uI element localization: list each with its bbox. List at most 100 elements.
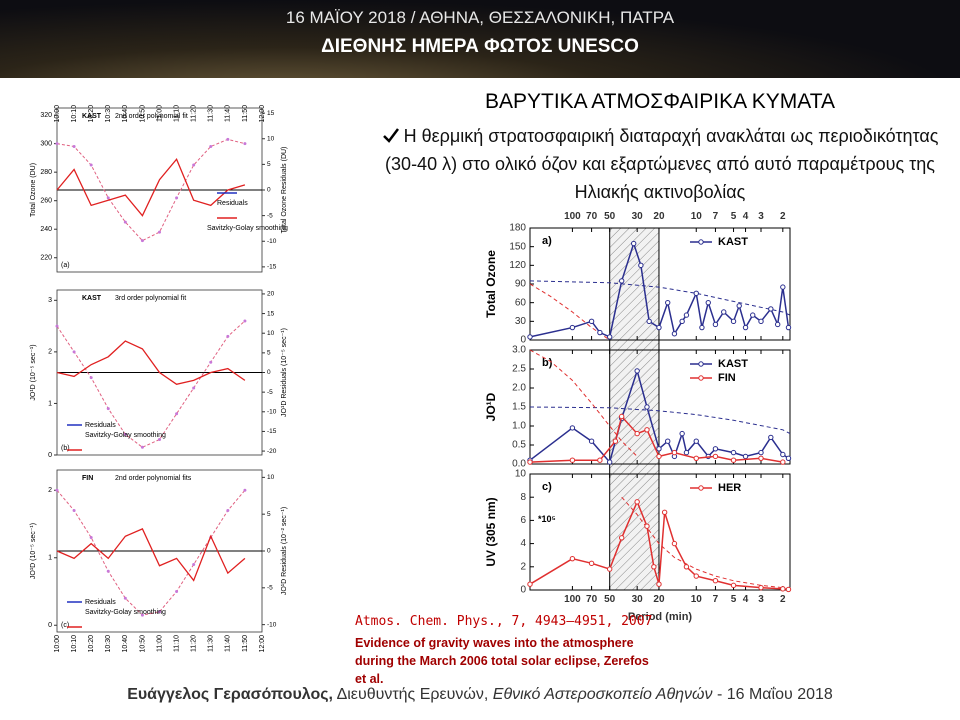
time-label: 11:10: [173, 635, 180, 652]
data-point: [661, 509, 668, 515]
y-tick-label: 240: [40, 226, 52, 233]
legend-text: Residuals: [85, 599, 116, 606]
data-point: [644, 427, 650, 433]
reference: Evidence of gravity waves into the atmos…: [355, 636, 649, 686]
y-tick-label: 2.5: [512, 364, 526, 375]
panel-frame: [529, 473, 791, 591]
measurement: [89, 163, 93, 167]
y-label: JO¹D (10⁻⁵ sec⁻¹): [30, 523, 37, 579]
author: Ευάγγελος Γερασόπουλος,: [127, 686, 333, 703]
measurement: [226, 334, 230, 338]
data-point: [656, 453, 662, 460]
time-label: 11:00: [156, 105, 163, 122]
fit-line: [56, 138, 246, 242]
measurement: [106, 407, 110, 411]
data-point: [730, 457, 737, 463]
measurement: [192, 563, 196, 566]
time-label: 11:20: [191, 105, 198, 122]
fit-label: 2nd order polynomial fit: [115, 113, 188, 120]
data-point: [646, 318, 652, 325]
x-tick-label: 50: [604, 594, 616, 605]
trend-line: [529, 406, 791, 435]
y2-tick-label: 15: [267, 110, 275, 117]
data-point: [730, 582, 737, 589]
data-point: [606, 459, 613, 465]
x-tick-label: 7: [713, 594, 719, 605]
x-tick-label: 50: [604, 211, 616, 222]
measurement: [72, 350, 76, 354]
measurement: [123, 432, 127, 436]
y-label: JO¹D (10⁻⁵ sec⁻¹): [30, 344, 37, 400]
time-label: 11:30: [208, 635, 215, 652]
fit-line: [56, 320, 246, 448]
x-tick-label: 10: [691, 594, 703, 605]
y-tick-label: 90: [515, 279, 527, 290]
time-label: 10:10: [71, 635, 78, 653]
measurement: [243, 142, 247, 146]
header-date: 16 ΜΑΪΟΥ 2018 / ΑΘΗΝΑ, ΘΕΣΣΑΛΟΝΙΚΗ, ΠΑΤΡ…: [285, 8, 675, 27]
x-tick-label: 7: [713, 211, 719, 222]
data-point: [651, 564, 657, 570]
data-point: [671, 449, 678, 456]
y-tick-label: 280: [40, 169, 52, 176]
trend-line: [529, 283, 610, 341]
measurement: [226, 137, 230, 141]
x-tick-label: 100: [564, 211, 581, 222]
time-label: 11:00: [156, 635, 163, 652]
header-banner: 16 ΜΑΪΟΥ 2018 / ΑΘΗΝΑ, ΘΕΣΣΑΛΟΝΙΚΗ, ΠΑΤΡ…: [0, 0, 960, 78]
data-point: [606, 334, 613, 340]
y-tick-label: 60: [515, 297, 527, 308]
y-tick-label: 1: [48, 555, 52, 562]
data-point: [588, 318, 595, 325]
legend-marker: [698, 485, 704, 491]
x-label: Period (min): [628, 611, 693, 623]
data-point: [606, 566, 613, 572]
x-tick-label: 4: [743, 211, 749, 222]
measurement: [175, 590, 179, 593]
data-point: [656, 581, 662, 587]
data-point: [665, 438, 671, 444]
measurement: [192, 386, 196, 390]
y2-tick-label: 0: [267, 369, 271, 376]
measurement: [175, 412, 179, 416]
x-tick-label: 20: [653, 594, 665, 605]
smoothing-line: [56, 528, 246, 582]
measurement: [55, 324, 59, 328]
measurement: [140, 445, 144, 449]
y2-tick-label: -10: [267, 621, 277, 628]
y-label: Total Ozone: [484, 250, 498, 318]
data-point: [588, 560, 595, 567]
data-point: [569, 457, 576, 463]
legend-text: Savitzky-Golay smoothing: [85, 609, 166, 616]
y2-tick-label: 5: [267, 161, 271, 168]
y-tick-label: 0: [48, 452, 52, 459]
data-point: [656, 324, 662, 331]
x-tick-label: 2: [780, 594, 786, 605]
time-label: 10:20: [88, 105, 95, 123]
y-tick-label: 150: [509, 241, 526, 252]
y2-tick-label: -10: [267, 409, 277, 416]
footer: Ευάγγελος Γερασόπουλος, Διευθυντής Ερευν…: [0, 686, 960, 704]
data-point: [644, 404, 650, 410]
station: FIN: [82, 475, 93, 482]
measurement: [226, 509, 230, 512]
data-point: [693, 455, 699, 461]
data-point: [671, 540, 678, 547]
y2-tick-label: 5: [267, 350, 271, 357]
panel-label: (a): [61, 262, 70, 269]
legend-text: HER: [718, 482, 741, 494]
legend-text: KAST: [718, 358, 748, 370]
measurement: [72, 509, 76, 512]
time-label: 10:10: [71, 105, 78, 123]
y2-tick-label: 20: [267, 291, 275, 298]
measurement: [243, 488, 247, 492]
measurement: [106, 569, 110, 573]
y2-tick-label: 10: [267, 135, 275, 142]
x-tick-label: 70: [586, 594, 598, 605]
y-label: UV (305 nm): [484, 497, 498, 566]
data-point: [780, 586, 786, 592]
y2-tick-label: 0: [267, 548, 271, 555]
y-tick-label: 180: [509, 223, 526, 234]
measurement: [192, 163, 196, 167]
